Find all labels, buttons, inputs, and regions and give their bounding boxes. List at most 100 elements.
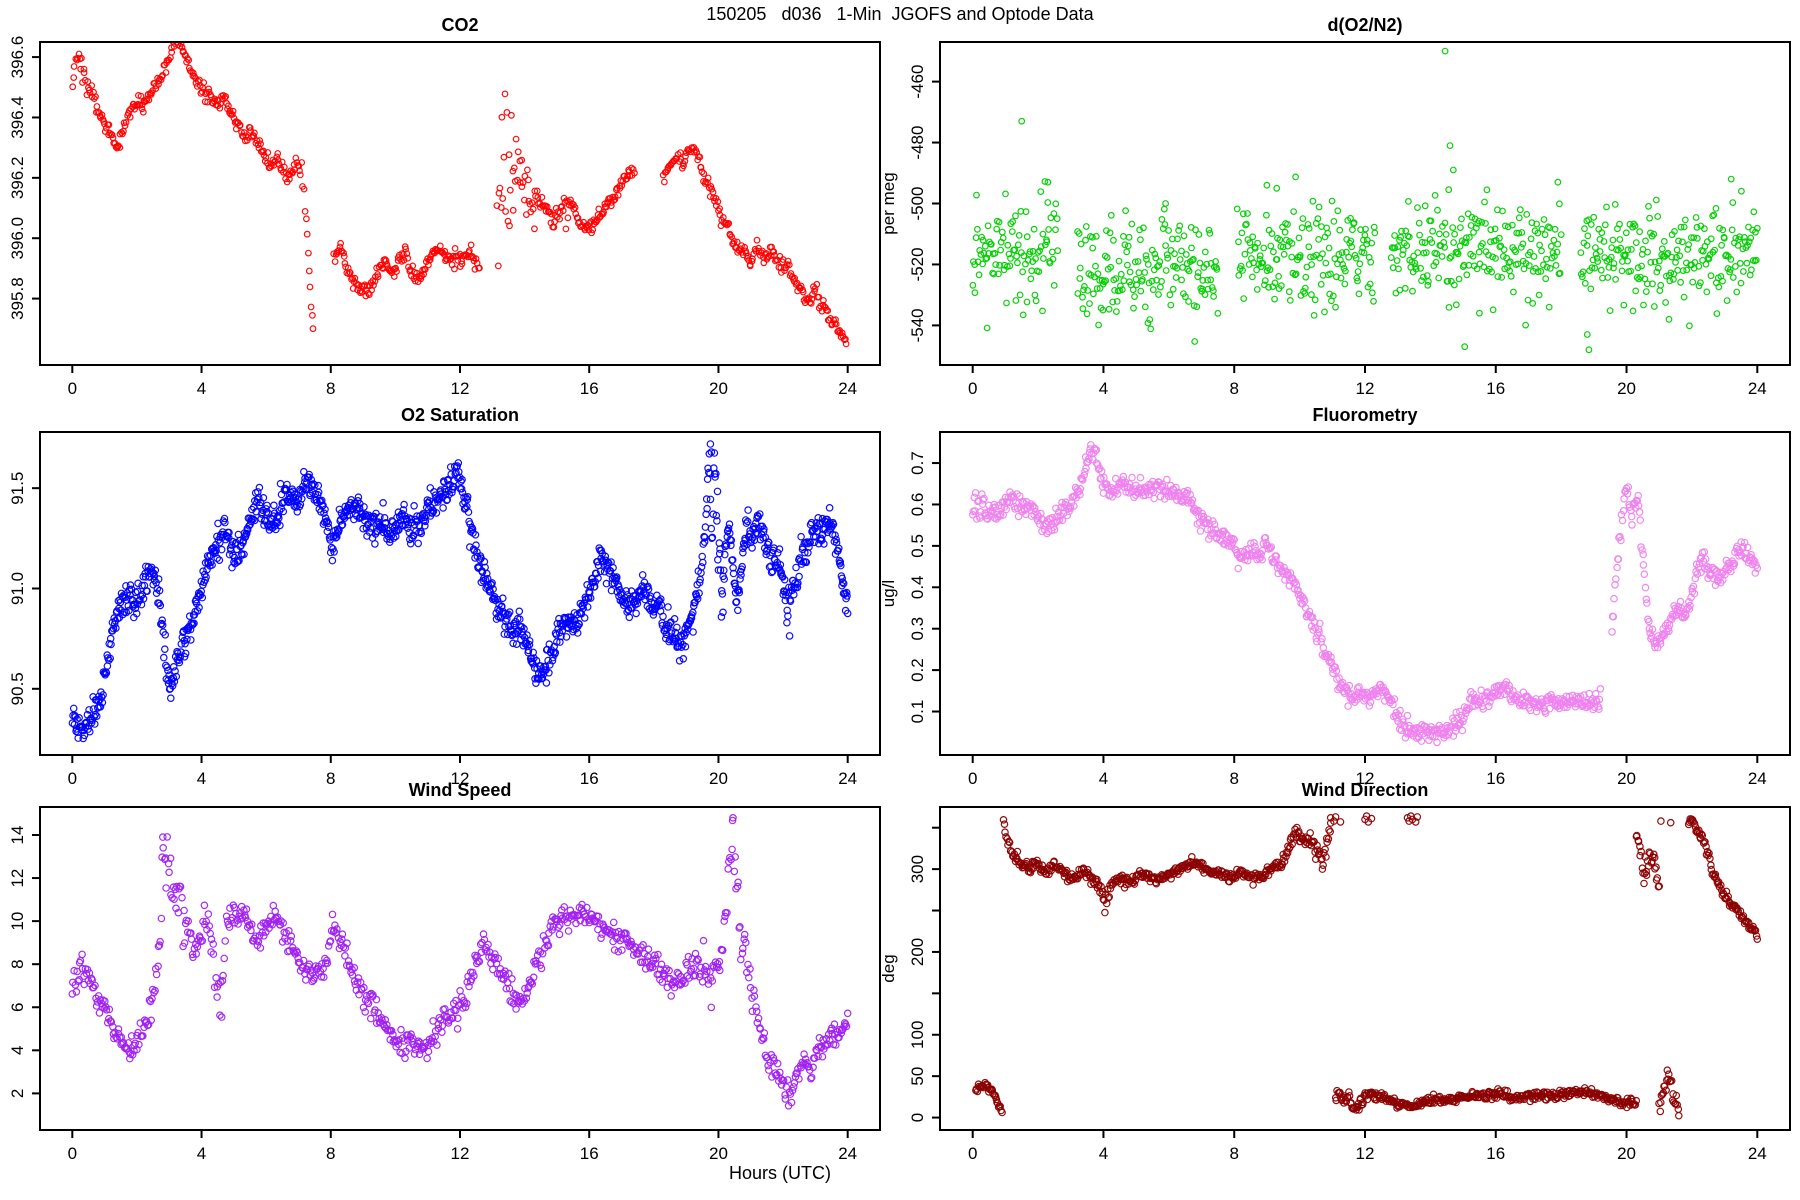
axis-ticks xyxy=(932,826,1759,1138)
svg-text:16: 16 xyxy=(580,769,599,788)
svg-text:12: 12 xyxy=(1356,379,1375,398)
svg-text:20: 20 xyxy=(1617,379,1636,398)
svg-text:20: 20 xyxy=(709,379,728,398)
panel-title: Wind Speed xyxy=(409,780,512,800)
svg-text:91.5: 91.5 xyxy=(8,472,27,505)
svg-text:8: 8 xyxy=(1229,769,1238,788)
svg-text:90.5: 90.5 xyxy=(8,672,27,705)
svg-text:8: 8 xyxy=(326,1144,335,1163)
svg-text:16: 16 xyxy=(1486,769,1505,788)
data-points xyxy=(68,813,852,1110)
axis-ticks xyxy=(32,56,849,373)
plot-box xyxy=(939,41,1791,366)
y-axis-label: ug/l xyxy=(879,580,898,607)
svg-text:-540: -540 xyxy=(908,308,927,342)
svg-text:8: 8 xyxy=(326,769,335,788)
panel-title: CO2 xyxy=(441,15,478,35)
svg-text:0.1: 0.1 xyxy=(908,700,927,724)
data-points xyxy=(68,440,852,743)
svg-text:0.2: 0.2 xyxy=(908,658,927,682)
svg-text:6: 6 xyxy=(8,1003,27,1012)
svg-text:0: 0 xyxy=(968,769,977,788)
svg-text:8: 8 xyxy=(8,959,27,968)
svg-text:0.5: 0.5 xyxy=(908,534,927,558)
svg-text:0.7: 0.7 xyxy=(908,451,927,475)
svg-text:395.8: 395.8 xyxy=(8,277,27,320)
svg-text:-460: -460 xyxy=(908,65,927,99)
y-axis-label: deg xyxy=(879,954,898,982)
svg-text:12: 12 xyxy=(8,869,27,888)
axis-labels: 04812162024395.8396.0396.2396.4396.6CO2p… xyxy=(8,15,857,398)
svg-text:24: 24 xyxy=(1748,379,1767,398)
svg-text:20: 20 xyxy=(709,1144,728,1163)
svg-text:-480: -480 xyxy=(908,126,927,160)
svg-text:0.6: 0.6 xyxy=(908,493,927,517)
svg-text:0.4: 0.4 xyxy=(908,575,927,599)
axis-labels: 0 4 8 12 16 20 24 0.1 0.2 0.3 0.4 0.5 0.6 0.7 Fluorome… xyxy=(879,405,1767,788)
data-points xyxy=(969,441,1762,747)
svg-text:20: 20 xyxy=(709,769,728,788)
panel-title: Fluorometry xyxy=(1312,405,1417,425)
svg-text:-520: -520 xyxy=(908,247,927,281)
panel-co2: 0 4 8 12 16 20 24 395.8 396.0 396.2 396.4 396.6 CO2 p… xyxy=(0,8,896,418)
svg-text:16: 16 xyxy=(580,1144,599,1163)
data-points xyxy=(972,812,1762,1120)
svg-text:12: 12 xyxy=(451,379,470,398)
svg-text:16: 16 xyxy=(580,379,599,398)
svg-text:4: 4 xyxy=(8,1046,27,1055)
panel-fluorometry: 0 4 8 12 16 20 24 0.1 0.2 0.3 0.4 0.5 0.6 0.7 Fluorome… xyxy=(862,398,1800,808)
svg-text:20: 20 xyxy=(1617,769,1636,788)
panel-title: O2 Saturation xyxy=(401,405,519,425)
panel-do2n2: 0 4 8 12 16 20 24 -540 -520 -500 -480 -460 d(O2/N2) p… xyxy=(862,8,1800,418)
svg-text:12: 12 xyxy=(451,769,470,788)
svg-text:91.0: 91.0 xyxy=(8,572,27,605)
svg-text:14: 14 xyxy=(8,826,27,845)
panel-title: Wind Direction xyxy=(1302,780,1429,800)
axis-ticks xyxy=(32,833,849,1138)
svg-text:396.0: 396.0 xyxy=(8,217,27,260)
svg-text:-500: -500 xyxy=(908,186,927,220)
svg-text:0: 0 xyxy=(968,379,977,398)
svg-text:4: 4 xyxy=(197,769,206,788)
co2-plot: 04812162024395.8396.0396.2396.4396.6CO2p… xyxy=(8,15,881,398)
svg-text:4: 4 xyxy=(197,379,206,398)
d-o2-n2--plot: 0 4 8 12 16 20 24 -540 -520 -500 -480 -460 d(O2/N2) p… xyxy=(879,15,1791,398)
panel-title: d(O2/N2) xyxy=(1327,15,1402,35)
svg-text:4: 4 xyxy=(197,1144,206,1163)
svg-text:24: 24 xyxy=(838,1144,857,1163)
svg-text:24: 24 xyxy=(1748,769,1767,788)
svg-text:16: 16 xyxy=(1486,379,1505,398)
data-points xyxy=(69,42,850,348)
svg-text:12: 12 xyxy=(451,1144,470,1163)
plot-box xyxy=(939,431,1791,756)
svg-text:396.6: 396.6 xyxy=(8,36,27,79)
svg-text:0: 0 xyxy=(68,379,77,398)
svg-text:0: 0 xyxy=(68,1144,77,1163)
axis-labels: 0 4 8 12 16 20 24 -540 -520 -500 -480 -460 d(O2/N2) p… xyxy=(879,15,1767,398)
figure-title: 150205 d036 1-Min JGOFS and Optode Data xyxy=(706,4,1094,24)
svg-text:24: 24 xyxy=(838,379,857,398)
plot-box xyxy=(939,806,1791,1131)
svg-text:0.3: 0.3 xyxy=(908,617,927,641)
svg-text:396.4: 396.4 xyxy=(8,96,27,139)
svg-text:2: 2 xyxy=(8,1089,27,1098)
fluorometry-plot: 0 4 8 12 16 20 24 0.1 0.2 0.3 0.4 0.5 0.6 0.7 Fluorome… xyxy=(879,405,1791,788)
x-axis-label: Hours (UTC) xyxy=(729,1163,831,1183)
axis-ticks xyxy=(32,487,849,763)
svg-text:0: 0 xyxy=(68,769,77,788)
data-points xyxy=(969,47,1761,354)
svg-text:10: 10 xyxy=(8,912,27,931)
svg-text:12: 12 xyxy=(1356,769,1375,788)
svg-text:24: 24 xyxy=(838,769,857,788)
panel-wind-direction: 0 4 8 12 16 20 24 0 50 100 200 300 Wind Direction deg xyxy=(862,773,1800,1183)
svg-text:8: 8 xyxy=(326,379,335,398)
svg-text:4: 4 xyxy=(1099,769,1108,788)
